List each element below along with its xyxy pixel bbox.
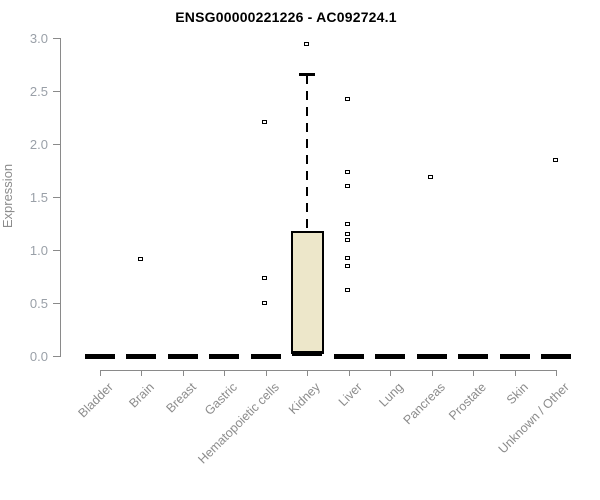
x-tick-mark (265, 370, 267, 376)
data-point (262, 120, 268, 125)
median-bar (209, 353, 240, 359)
data-point (345, 287, 351, 292)
x-tick-mark (390, 370, 392, 376)
x-tick-mark (141, 370, 143, 376)
median-bar (85, 353, 115, 359)
median-bar (458, 353, 489, 359)
y-tick-label: 0.0 (29, 349, 48, 364)
y-axis-line (60, 38, 61, 357)
data-point (345, 255, 351, 260)
median-bar (167, 353, 198, 359)
x-tick-mark (100, 370, 101, 376)
data-point (345, 96, 351, 101)
median-bar (126, 353, 157, 359)
y-tick-label: 2.5 (29, 84, 48, 99)
median-bar (416, 353, 447, 359)
x-axis-line (100, 370, 558, 371)
data-point (137, 257, 143, 262)
whisker-cap (299, 73, 316, 77)
whisker-line (306, 75, 309, 231)
y-tick-label: 3.0 (29, 31, 48, 46)
y-tick-label: 0.5 (29, 296, 48, 311)
data-point (345, 231, 351, 236)
y-tick-mark (53, 143, 60, 145)
x-tick-mark (307, 370, 309, 376)
median-bar (375, 353, 406, 359)
y-tick-label: 1.5 (29, 190, 48, 205)
data-point (552, 158, 558, 163)
x-tick-mark (182, 370, 184, 376)
x-tick-mark (556, 370, 558, 376)
median-bar (250, 353, 281, 359)
data-point (303, 41, 309, 46)
x-tick-mark (348, 370, 350, 376)
y-tick-mark (53, 355, 60, 357)
data-point (262, 276, 268, 281)
data-point (345, 264, 351, 269)
x-tick-mark (224, 370, 226, 376)
y-tick-mark (53, 37, 60, 39)
y-tick-mark (53, 302, 60, 304)
y-tick-label: 2.0 (29, 137, 48, 152)
y-tick-mark (53, 90, 60, 92)
data-point (345, 237, 351, 242)
y-tick-mark (53, 196, 60, 198)
y-tick-mark (53, 249, 60, 251)
x-tick-mark (473, 370, 475, 376)
median-bar (499, 353, 530, 359)
data-point (428, 175, 434, 180)
x-tick-mark (431, 370, 433, 376)
median-bar (541, 353, 572, 359)
box-rect (290, 230, 324, 354)
data-point (262, 300, 268, 305)
x-tick-mark (514, 370, 516, 376)
y-tick-label: 1.0 (29, 243, 48, 258)
median-bar (333, 353, 364, 359)
data-point (345, 222, 351, 227)
data-point (345, 170, 351, 175)
data-point (345, 183, 351, 188)
median-bar (292, 351, 323, 357)
chart-title: ENSG00000221226 - AC092724.1 (175, 9, 397, 25)
